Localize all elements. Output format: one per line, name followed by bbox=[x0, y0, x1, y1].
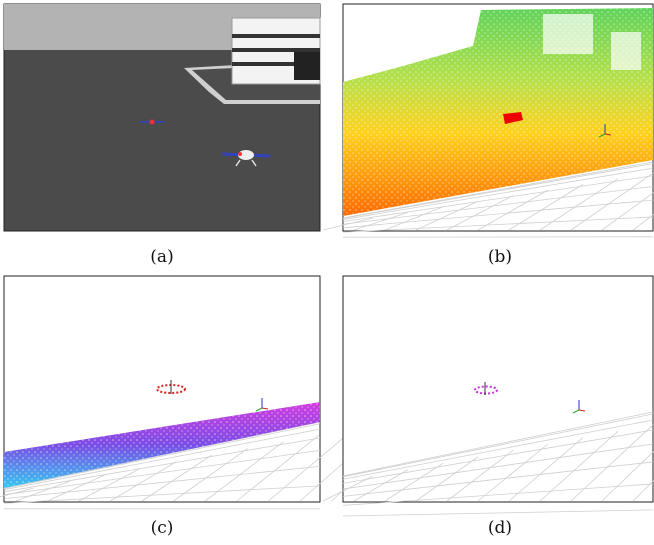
grid-line bbox=[632, 213, 654, 231]
panel-label: (a) bbox=[150, 247, 173, 267]
grid-line bbox=[570, 424, 654, 502]
grid-line bbox=[342, 509, 654, 517]
grid-line bbox=[173, 448, 248, 502]
grid-line bbox=[342, 483, 654, 506]
grid-line bbox=[342, 163, 654, 219]
grid-line bbox=[204, 441, 284, 502]
panel-c bbox=[0, 275, 426, 510]
grid-line bbox=[0, 487, 35, 498]
grid-line bbox=[384, 206, 444, 231]
point-cloud-texture bbox=[343, 8, 653, 216]
grid-line bbox=[322, 475, 374, 502]
grid-line bbox=[3, 423, 321, 489]
grid-line bbox=[141, 454, 213, 502]
grid-line bbox=[342, 411, 654, 477]
grid-line bbox=[322, 217, 374, 231]
grid-line bbox=[110, 461, 177, 502]
grid-line bbox=[446, 450, 514, 502]
panel-label: (d) bbox=[488, 518, 512, 538]
panel-label: (c) bbox=[151, 518, 174, 538]
grid-line bbox=[3, 428, 321, 491]
axes-marker bbox=[255, 398, 269, 412]
drone-near bbox=[221, 150, 271, 167]
panel-b bbox=[322, 3, 654, 238]
axes-marker bbox=[572, 400, 586, 414]
floor-grid bbox=[322, 161, 654, 238]
grid-line bbox=[601, 191, 654, 231]
building-window bbox=[294, 52, 320, 80]
grid-line bbox=[47, 474, 106, 502]
grid-line bbox=[353, 469, 409, 502]
grid-line bbox=[477, 189, 549, 231]
grid-line bbox=[342, 429, 654, 484]
grid-line bbox=[477, 443, 549, 502]
grid-line bbox=[446, 195, 514, 231]
drone-points bbox=[474, 382, 498, 395]
grid-line bbox=[342, 461, 654, 497]
grid-line bbox=[570, 172, 654, 231]
grid-line bbox=[415, 456, 479, 502]
grid-line bbox=[3, 465, 321, 500]
cloud-gap bbox=[611, 32, 641, 70]
grid-line bbox=[268, 428, 355, 502]
grid-line bbox=[3, 437, 321, 493]
drone-far bbox=[140, 119, 164, 125]
grid-line bbox=[342, 419, 654, 480]
viewport bbox=[342, 275, 654, 503]
panel-label: (b) bbox=[488, 247, 512, 267]
drone-points bbox=[503, 112, 523, 124]
axes-marker bbox=[598, 124, 612, 138]
grid-line bbox=[342, 175, 654, 222]
grid-line bbox=[508, 437, 584, 502]
floor-grid bbox=[322, 411, 654, 517]
grid-line bbox=[342, 199, 654, 229]
grid-line bbox=[342, 161, 654, 219]
panel-a bbox=[3, 3, 321, 232]
point-cloud-texture bbox=[4, 402, 320, 488]
grid-line bbox=[353, 212, 409, 231]
grid-line bbox=[15, 481, 70, 502]
grid-line bbox=[342, 216, 654, 233]
building-stripe bbox=[232, 62, 320, 66]
building-stripe bbox=[232, 48, 320, 52]
building-stripe bbox=[232, 34, 320, 38]
panel-d bbox=[322, 275, 654, 517]
grid-line bbox=[632, 479, 654, 502]
grid-line bbox=[342, 443, 654, 490]
cloud-gap bbox=[543, 14, 593, 54]
grid-line bbox=[3, 485, 321, 504]
grid-line bbox=[236, 434, 320, 502]
grid-line bbox=[342, 186, 654, 225]
grid-line bbox=[415, 200, 479, 231]
grid-line bbox=[342, 413, 654, 478]
grid-line bbox=[539, 178, 619, 231]
drone-points bbox=[156, 380, 186, 394]
grid-line bbox=[384, 462, 444, 502]
grid-line bbox=[508, 184, 584, 231]
grid-line bbox=[601, 450, 654, 502]
grid-line bbox=[342, 167, 654, 220]
grid-line bbox=[539, 430, 619, 502]
grid-line bbox=[78, 467, 141, 502]
grid-line bbox=[3, 449, 321, 496]
